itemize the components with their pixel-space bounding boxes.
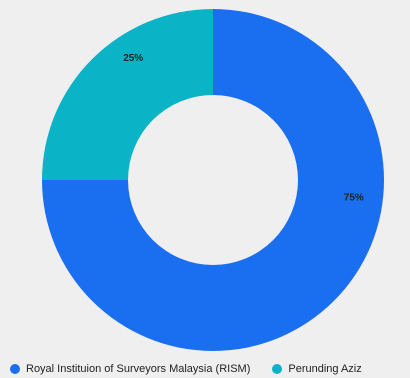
legend-label-rism: Royal Instituion of Surveyors Malaysia (… [26, 363, 251, 375]
donut-chart: 75% 25% [42, 9, 384, 351]
legend-swatch-rism [10, 364, 20, 374]
donut-slice-rism[interactable] [42, 9, 384, 351]
slice-label-rism: 75% [344, 192, 364, 203]
donut-slices [42, 9, 384, 351]
slice-label-perunding-aziz: 25% [123, 53, 143, 64]
legend-label-perunding-aziz: Perunding Aziz [288, 363, 362, 375]
legend-item-rism[interactable]: Royal Instituion of Surveyors Malaysia (… [10, 363, 250, 375]
legend: Royal Instituion of Surveyors Malaysia (… [10, 360, 410, 378]
legend-swatch-perunding-aziz [272, 364, 283, 374]
legend-item-perunding-aziz[interactable]: Perunding Aziz [272, 363, 362, 375]
donut-slice-perunding-aziz[interactable] [42, 9, 213, 180]
donut-slice-labels: 75% 25% [123, 53, 364, 203]
